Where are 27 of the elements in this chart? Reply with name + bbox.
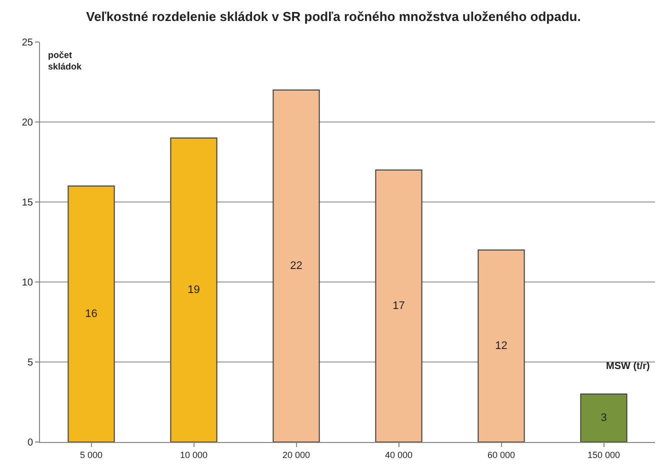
x-axis-title: MSW (t/r) <box>606 361 650 372</box>
y-tick-label: 15 <box>22 198 34 208</box>
chart-title: Veľkostné rozdelenie skládok v SR podľa ročného množstva uloženého odpadu. <box>86 8 581 24</box>
x-tick-label: 150 000 <box>587 450 620 460</box>
data-label: 17 <box>392 300 405 312</box>
data-label: 3 <box>600 412 607 424</box>
data-label: 16 <box>85 308 98 320</box>
bar <box>375 170 422 442</box>
bar <box>580 394 628 442</box>
x-tick-label: 40 000 <box>384 450 413 460</box>
bar <box>272 90 320 442</box>
data-label: 19 <box>188 284 200 296</box>
bar <box>170 138 218 442</box>
y-axis-title: počet skládok <box>48 50 83 72</box>
x-tick-label: 60 000 <box>487 450 516 460</box>
y-tick-label: 5 <box>27 358 34 368</box>
bar <box>68 186 115 442</box>
bar <box>478 250 525 442</box>
data-label: 22 <box>290 260 302 272</box>
y-tick-label: 20 <box>22 118 34 128</box>
x-tick-label: 5 000 <box>80 450 103 460</box>
y-tick-label: 0 <box>27 438 34 448</box>
data-label: 12 <box>495 340 508 352</box>
y-tick-label: 25 <box>22 38 34 48</box>
x-tick-label: 20 000 <box>282 450 310 460</box>
x-tick-label: 10 000 <box>180 450 208 460</box>
y-tick-label: 10 <box>22 278 34 288</box>
